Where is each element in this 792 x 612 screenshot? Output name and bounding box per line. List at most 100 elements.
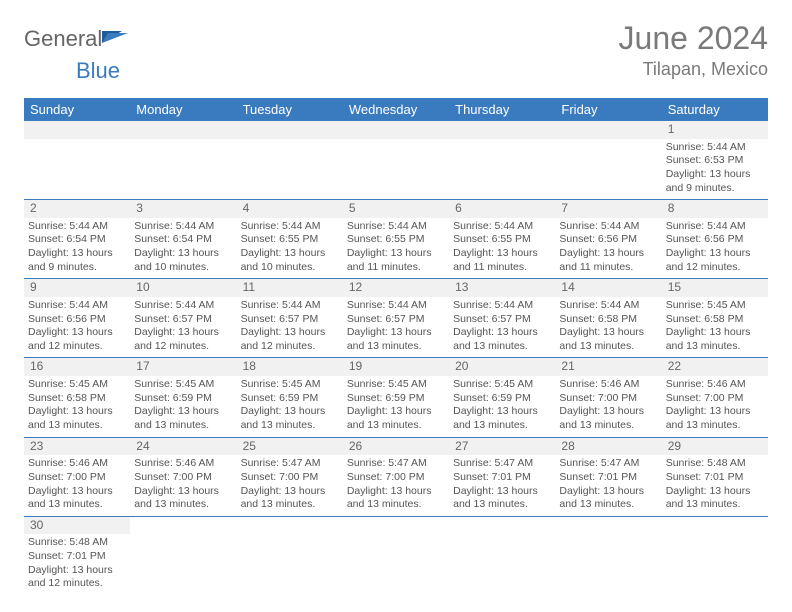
daylight-text: Daylight: 13 hours and 13 minutes. xyxy=(559,405,657,432)
weekday-header: Monday xyxy=(130,98,236,121)
daylight-text: Daylight: 13 hours and 12 minutes. xyxy=(28,564,126,591)
day-info-cell xyxy=(449,534,555,595)
daylight-text: Daylight: 13 hours and 13 minutes. xyxy=(453,485,551,512)
day-number-cell: 17 xyxy=(130,358,236,376)
day-info-cell: Sunrise: 5:44 AMSunset: 6:57 PMDaylight:… xyxy=(237,297,343,358)
daylight-text: Daylight: 13 hours and 12 minutes. xyxy=(241,326,339,353)
daylight-text: Daylight: 13 hours and 13 minutes. xyxy=(666,405,764,432)
day-info-cell xyxy=(449,139,555,200)
sunrise-text: Sunrise: 5:44 AM xyxy=(347,299,445,313)
day-info-cell: Sunrise: 5:44 AMSunset: 6:57 PMDaylight:… xyxy=(130,297,236,358)
sunset-text: Sunset: 6:57 PM xyxy=(347,313,445,327)
sunset-text: Sunset: 6:58 PM xyxy=(666,313,764,327)
daylight-text: Daylight: 13 hours and 13 minutes. xyxy=(453,405,551,432)
logo-text-general: General xyxy=(24,26,102,52)
day-info-row: Sunrise: 5:44 AMSunset: 6:56 PMDaylight:… xyxy=(24,297,768,358)
logo-text-blue: Blue xyxy=(76,58,120,83)
sunset-text: Sunset: 7:00 PM xyxy=(28,471,126,485)
day-info-row: Sunrise: 5:46 AMSunset: 7:00 PMDaylight:… xyxy=(24,455,768,516)
day-info-cell: Sunrise: 5:44 AMSunset: 6:58 PMDaylight:… xyxy=(555,297,661,358)
day-info-row: Sunrise: 5:44 AMSunset: 6:53 PMDaylight:… xyxy=(24,139,768,200)
day-info-row: Sunrise: 5:48 AMSunset: 7:01 PMDaylight:… xyxy=(24,534,768,595)
daylight-text: Daylight: 13 hours and 13 minutes. xyxy=(134,485,232,512)
day-number-cell: 14 xyxy=(555,279,661,297)
daylight-text: Daylight: 13 hours and 11 minutes. xyxy=(347,247,445,274)
sunrise-text: Sunrise: 5:44 AM xyxy=(347,220,445,234)
daylight-text: Daylight: 13 hours and 10 minutes. xyxy=(241,247,339,274)
daylight-text: Daylight: 13 hours and 13 minutes. xyxy=(666,326,764,353)
sunset-text: Sunset: 7:00 PM xyxy=(666,392,764,406)
day-number-cell xyxy=(24,121,130,139)
day-info-cell: Sunrise: 5:44 AMSunset: 6:54 PMDaylight:… xyxy=(24,218,130,279)
day-info-cell: Sunrise: 5:45 AMSunset: 6:58 PMDaylight:… xyxy=(662,297,768,358)
day-number-cell: 15 xyxy=(662,279,768,297)
weekday-header: Sunday xyxy=(24,98,130,121)
day-info-cell xyxy=(130,534,236,595)
day-info-cell xyxy=(343,534,449,595)
day-number-cell: 28 xyxy=(555,437,661,455)
day-number-cell: 29 xyxy=(662,437,768,455)
daylight-text: Daylight: 13 hours and 11 minutes. xyxy=(453,247,551,274)
sunrise-text: Sunrise: 5:46 AM xyxy=(666,378,764,392)
day-info-cell: Sunrise: 5:47 AMSunset: 7:00 PMDaylight:… xyxy=(237,455,343,516)
day-info-cell xyxy=(343,139,449,200)
daylight-text: Daylight: 13 hours and 13 minutes. xyxy=(347,405,445,432)
day-number-cell: 13 xyxy=(449,279,555,297)
day-info-cell xyxy=(662,534,768,595)
flag-icon xyxy=(102,27,128,52)
day-info-cell: Sunrise: 5:47 AMSunset: 7:00 PMDaylight:… xyxy=(343,455,449,516)
daylight-text: Daylight: 13 hours and 10 minutes. xyxy=(134,247,232,274)
day-info-cell: Sunrise: 5:45 AMSunset: 6:59 PMDaylight:… xyxy=(449,376,555,437)
day-number-cell xyxy=(555,121,661,139)
sunrise-text: Sunrise: 5:47 AM xyxy=(453,457,551,471)
sunrise-text: Sunrise: 5:48 AM xyxy=(666,457,764,471)
sunset-text: Sunset: 6:59 PM xyxy=(241,392,339,406)
day-info-row: Sunrise: 5:44 AMSunset: 6:54 PMDaylight:… xyxy=(24,218,768,279)
sunrise-text: Sunrise: 5:44 AM xyxy=(28,299,126,313)
sunset-text: Sunset: 6:59 PM xyxy=(347,392,445,406)
day-number-cell xyxy=(237,516,343,534)
day-number-cell: 12 xyxy=(343,279,449,297)
daylight-text: Daylight: 13 hours and 13 minutes. xyxy=(347,485,445,512)
sunrise-text: Sunrise: 5:44 AM xyxy=(453,220,551,234)
weekday-header: Saturday xyxy=(662,98,768,121)
day-number-cell xyxy=(662,516,768,534)
day-number-cell: 23 xyxy=(24,437,130,455)
daylight-text: Daylight: 13 hours and 13 minutes. xyxy=(241,485,339,512)
day-number-cell xyxy=(237,121,343,139)
day-info-cell: Sunrise: 5:47 AMSunset: 7:01 PMDaylight:… xyxy=(555,455,661,516)
sunrise-text: Sunrise: 5:45 AM xyxy=(28,378,126,392)
day-number-row: 23242526272829 xyxy=(24,437,768,455)
day-info-cell: Sunrise: 5:44 AMSunset: 6:56 PMDaylight:… xyxy=(555,218,661,279)
daylight-text: Daylight: 13 hours and 13 minutes. xyxy=(559,326,657,353)
sunset-text: Sunset: 6:57 PM xyxy=(241,313,339,327)
daylight-text: Daylight: 13 hours and 13 minutes. xyxy=(28,405,126,432)
sunset-text: Sunset: 6:54 PM xyxy=(28,233,126,247)
day-number-cell: 20 xyxy=(449,358,555,376)
sunrise-text: Sunrise: 5:45 AM xyxy=(347,378,445,392)
day-number-cell: 2 xyxy=(24,200,130,218)
day-number-cell: 4 xyxy=(237,200,343,218)
sunrise-text: Sunrise: 5:47 AM xyxy=(559,457,657,471)
sunset-text: Sunset: 6:57 PM xyxy=(453,313,551,327)
day-info-cell: Sunrise: 5:45 AMSunset: 6:59 PMDaylight:… xyxy=(343,376,449,437)
sunrise-text: Sunrise: 5:44 AM xyxy=(666,141,764,155)
day-number-row: 9101112131415 xyxy=(24,279,768,297)
day-info-cell: Sunrise: 5:44 AMSunset: 6:53 PMDaylight:… xyxy=(662,139,768,200)
sunset-text: Sunset: 7:01 PM xyxy=(666,471,764,485)
weekday-header: Thursday xyxy=(449,98,555,121)
day-info-cell: Sunrise: 5:46 AMSunset: 7:00 PMDaylight:… xyxy=(662,376,768,437)
sunrise-text: Sunrise: 5:44 AM xyxy=(559,220,657,234)
day-info-cell xyxy=(555,534,661,595)
sunset-text: Sunset: 7:01 PM xyxy=(28,550,126,564)
day-number-cell xyxy=(555,516,661,534)
weekday-header: Wednesday xyxy=(343,98,449,121)
daylight-text: Daylight: 13 hours and 9 minutes. xyxy=(666,168,764,195)
daylight-text: Daylight: 13 hours and 11 minutes. xyxy=(559,247,657,274)
sunset-text: Sunset: 7:00 PM xyxy=(347,471,445,485)
day-number-cell: 1 xyxy=(662,121,768,139)
daylight-text: Daylight: 13 hours and 9 minutes. xyxy=(28,247,126,274)
weekday-header: Tuesday xyxy=(237,98,343,121)
day-number-row: 1 xyxy=(24,121,768,139)
day-number-cell: 16 xyxy=(24,358,130,376)
